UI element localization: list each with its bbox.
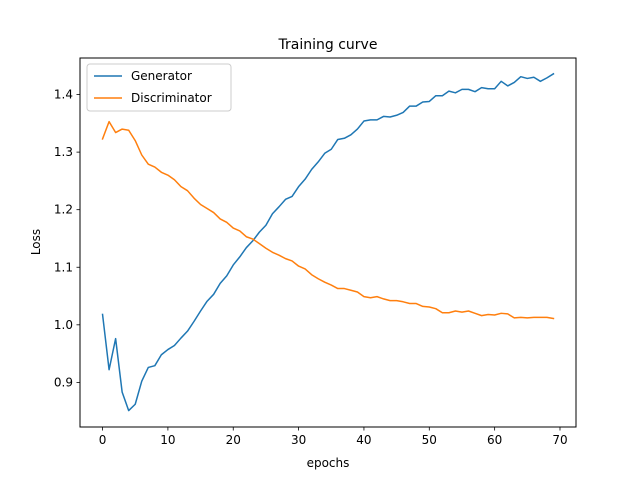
y-tick-label: 1.2 xyxy=(54,203,73,217)
legend-box xyxy=(86,63,232,112)
legend-label-discriminator: Discriminator xyxy=(131,91,212,105)
x-tick-label: 20 xyxy=(226,433,241,447)
ticks-layer: 0 10 20 30 40 50 60 70 0.9 1.0 1.1 1.2 1.3 1.4 xyxy=(54,88,568,447)
y-tick-label: 1.4 xyxy=(54,88,73,102)
axes-frame xyxy=(79,57,577,428)
plot-layer xyxy=(101,72,555,412)
x-tick-label: 30 xyxy=(291,433,306,447)
x-tick-label: 40 xyxy=(356,433,371,447)
chart-title: Training curve xyxy=(278,37,378,53)
x-tick-label: 50 xyxy=(422,433,437,447)
y-tick-label: 0.9 xyxy=(54,375,73,389)
legend: Generator Discriminator xyxy=(86,63,232,112)
x-tick-label: 0 xyxy=(99,433,107,447)
series-line-generator xyxy=(101,72,555,412)
legend-label-generator: Generator xyxy=(131,69,192,83)
x-axis-label: epochs xyxy=(307,456,350,470)
y-tick-label: 1.3 xyxy=(54,145,73,159)
x-tick-label: 60 xyxy=(487,433,502,447)
y-axis-label: Loss xyxy=(29,229,43,255)
y-tick-label: 1.0 xyxy=(54,318,73,332)
y-tick-label: 1.1 xyxy=(54,260,73,274)
x-tick-label: 70 xyxy=(552,433,567,447)
x-tick-label: 10 xyxy=(160,433,175,447)
series-line-discriminator xyxy=(101,120,555,320)
